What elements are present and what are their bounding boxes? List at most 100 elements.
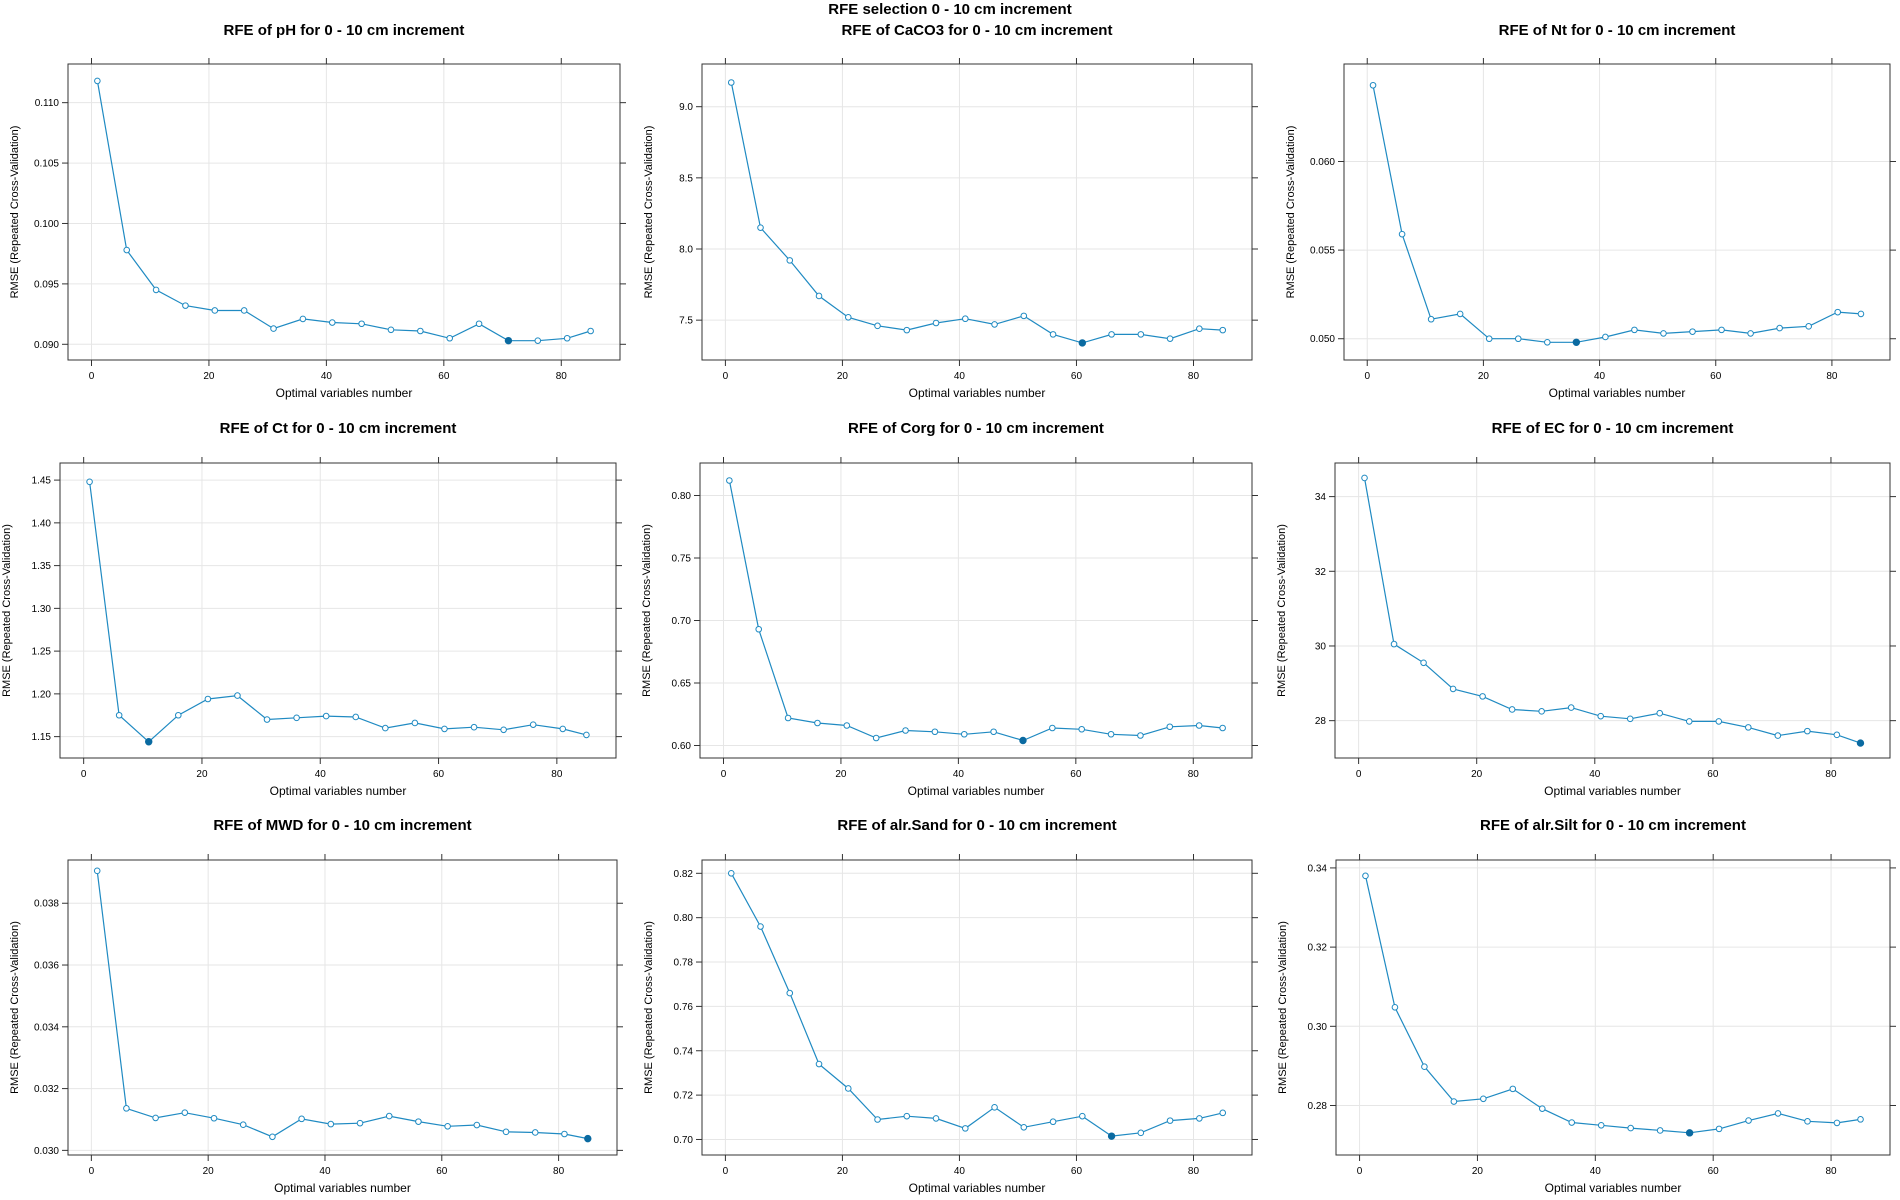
- series-line: [730, 873, 1223, 1137]
- data-point: [240, 307, 248, 314]
- data-point: [446, 334, 454, 342]
- x-tick-label: 0: [721, 769, 727, 780]
- data-point: [86, 478, 93, 486]
- y-tick-label: 0.038: [34, 899, 59, 910]
- data-point: [1108, 331, 1115, 338]
- data-point: [872, 734, 880, 742]
- data-point: [1538, 1105, 1546, 1112]
- y-axis-label: RMSE (Repeated Cross-Validation): [1277, 921, 1289, 1094]
- y-tick-label: 32: [1315, 567, 1327, 578]
- data-point: [327, 1120, 335, 1128]
- chart-panel-7: 0 20 40 60 80 0.030 0.032 0.034 0.036 0.038 RFE of…: [9, 817, 623, 1195]
- y-tick-label: 0.65: [672, 679, 692, 690]
- data-point: [1361, 474, 1368, 482]
- x-tick-label: 20: [837, 1166, 849, 1177]
- x-axis-label: Optimal variables number: [909, 1181, 1046, 1195]
- x-tick-label: 0: [89, 371, 95, 382]
- data-point: [1166, 1117, 1174, 1124]
- y-tick-label: 1.40: [32, 518, 52, 529]
- plot-frame: [59, 462, 617, 759]
- y-tick-label: 0.30: [1308, 1022, 1328, 1033]
- data-point: [1774, 1110, 1782, 1117]
- y-tick-label: 0.036: [34, 961, 59, 972]
- data-point: [1747, 330, 1754, 337]
- y-tick-label: 1.30: [32, 604, 52, 615]
- selected-data-point: [584, 1134, 592, 1143]
- y-tick-label: 0.80: [674, 913, 694, 924]
- data-point: [1020, 312, 1028, 320]
- data-point: [269, 1133, 276, 1141]
- data-point: [727, 870, 735, 877]
- data-point: [1538, 708, 1545, 715]
- chart-title: RFE of Ct for 0 - 10 cm increment: [220, 420, 457, 437]
- data-point: [1450, 1098, 1458, 1105]
- chart-title: RFE of Corg for 0 - 10 cm increment: [848, 420, 1104, 437]
- data-point: [473, 1121, 481, 1129]
- data-point: [932, 319, 940, 327]
- x-axis-label: Optimal variables number: [270, 784, 407, 798]
- data-point: [382, 724, 389, 732]
- data-point: [123, 246, 131, 254]
- x-tick-label: 0: [81, 769, 87, 780]
- y-tick-label: 0.60: [672, 741, 692, 752]
- data-point: [1774, 732, 1782, 739]
- data-point: [415, 1118, 422, 1125]
- data-point: [991, 1104, 998, 1111]
- data-point: [961, 1125, 969, 1132]
- data-point: [1427, 315, 1435, 323]
- y-tick-label: 30: [1315, 641, 1327, 652]
- x-axis-label: Optimal variables number: [1549, 386, 1686, 400]
- data-point: [417, 327, 424, 335]
- series-line: [1364, 875, 1861, 1134]
- series-line: [730, 82, 1223, 344]
- data-point: [1715, 718, 1723, 725]
- y-tick-label: 1.35: [32, 561, 52, 572]
- x-tick-label: 80: [551, 769, 563, 780]
- y-tick-label: 0.050: [1310, 334, 1335, 345]
- data-point: [1456, 310, 1464, 318]
- data-point: [123, 1105, 130, 1112]
- x-tick-label: 20: [1478, 371, 1490, 382]
- data-point: [874, 322, 881, 330]
- y-axis-label: RMSE (Repeated Cross-Validation): [1285, 126, 1297, 299]
- chart-panel-1: 0 20 40 60 80 0.090 0.095 0.100 0.105 0.110 RFE of…: [9, 22, 626, 400]
- selected-data-point: [145, 738, 153, 746]
- chart-panel-5: 0 20 40 60 80 0.60 0.65 0.70 0.75 0.80 RFE of Corg…: [641, 420, 1258, 798]
- y-axis-label: RMSE (Repeated Cross-Validation): [9, 126, 21, 299]
- data-point: [1804, 1118, 1811, 1125]
- data-point: [1597, 1122, 1605, 1129]
- y-tick-label: 28: [1315, 716, 1327, 727]
- x-tick-label: 80: [553, 1166, 565, 1177]
- data-point: [1020, 1123, 1028, 1131]
- data-point: [1137, 1129, 1145, 1137]
- data-point: [211, 307, 219, 314]
- data-point: [502, 1128, 510, 1136]
- data-point: [293, 714, 300, 722]
- x-tick-label: 40: [1594, 371, 1606, 382]
- y-axis-label: RMSE (Repeated Cross-Validation): [9, 921, 21, 1094]
- y-tick-label: 1.45: [32, 476, 52, 487]
- data-point: [1804, 727, 1811, 735]
- x-tick-label: 20: [1472, 1166, 1484, 1177]
- data-point: [475, 320, 483, 328]
- data-point: [1219, 724, 1226, 732]
- data-point: [563, 334, 571, 342]
- data-point: [263, 716, 271, 723]
- y-tick-label: 0.055: [1310, 246, 1335, 257]
- data-point: [1597, 712, 1604, 720]
- x-tick-label: 20: [835, 769, 847, 780]
- data-point: [903, 326, 911, 334]
- chart-title: RFE of MWD for 0 - 10 cm increment: [213, 817, 471, 834]
- y-tick-label: 0.032: [34, 1084, 59, 1095]
- data-point: [1219, 1109, 1227, 1117]
- x-tick-label: 60: [436, 1166, 448, 1177]
- x-tick-label: 40: [1590, 1166, 1602, 1177]
- data-point: [1421, 1063, 1428, 1070]
- data-point: [1362, 872, 1369, 880]
- selected-data-point: [1078, 339, 1087, 347]
- data-point: [1631, 326, 1638, 334]
- data-point: [1049, 724, 1056, 732]
- data-point: [1656, 1127, 1664, 1134]
- data-point: [1049, 1118, 1057, 1126]
